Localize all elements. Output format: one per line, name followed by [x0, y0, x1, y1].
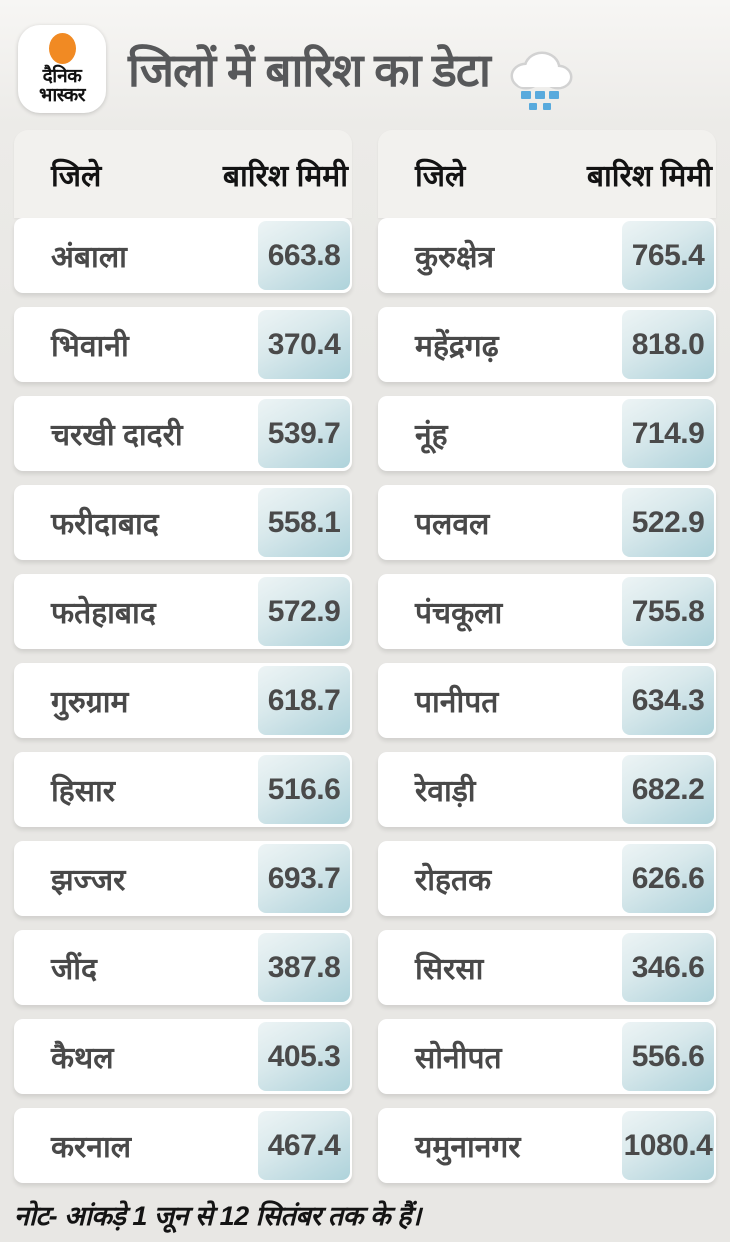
table-row: सिरसा 346.6	[378, 930, 716, 1005]
district-name: फतेहाबाद	[51, 597, 156, 630]
table-row: गुरुग्राम 618.7	[14, 663, 352, 738]
page-title: जिलों में बारिश का डेटा	[128, 44, 491, 96]
rainfall-value: 1080.4	[622, 1111, 714, 1180]
rainfall-value: 714.9	[622, 399, 714, 468]
table-row: महेंद्रगढ़ 818.0	[378, 307, 716, 382]
table-row: जींद 387.8	[14, 930, 352, 1005]
rainfall-value: 556.6	[622, 1022, 714, 1091]
district-name: रोहतक	[415, 864, 492, 897]
district-name: रेवाड़ी	[415, 775, 476, 808]
rain-cloud-icon	[510, 51, 573, 110]
district-name: पंचकूला	[415, 597, 503, 630]
district-name: फरीदाबाद	[51, 508, 159, 541]
district-name: कुरुक्षेत्र	[415, 241, 495, 274]
column-header-rainfall: बारिश मिमी	[586, 159, 712, 193]
logo-text: दैनिक भास्कर	[38, 65, 86, 106]
rainfall-value: 755.8	[622, 577, 714, 646]
table-row: पंचकूला 755.8	[378, 574, 716, 649]
district-name: चरखी दादरी	[51, 419, 183, 452]
table-row: सोनीपत 556.6	[378, 1019, 716, 1094]
table-row: फरीदाबाद 558.1	[14, 485, 352, 560]
rain-tables: जिले बारिश मिमी अंबाला 663.8 भिवानी 370.…	[0, 122, 730, 1183]
table-row: अंबाला 663.8	[14, 218, 352, 293]
rainfall-value: 467.4	[258, 1111, 350, 1180]
table-rows: कुरुक्षेत्र 765.4 महेंद्रगढ़ 818.0 नूंह …	[378, 218, 716, 1183]
table-row: रोहतक 626.6	[378, 841, 716, 916]
table-header: जिले बारिश मिमी	[378, 130, 716, 218]
table-row: यमुनानगर 1080.4	[378, 1108, 716, 1183]
rainfall-value: 558.1	[258, 488, 350, 557]
rainfall-value: 818.0	[622, 310, 714, 379]
district-name: नूंह	[415, 419, 448, 452]
district-name: हिसार	[51, 775, 116, 808]
rainfall-value: 516.6	[258, 755, 350, 824]
rainfall-value: 346.6	[622, 933, 714, 1002]
district-name: गुरुग्राम	[51, 686, 129, 719]
district-name: कैथल	[51, 1042, 114, 1075]
table-row: झज्जर 693.7	[14, 841, 352, 916]
rain-table-left: जिले बारिश मिमी अंबाला 663.8 भिवानी 370.…	[14, 130, 352, 1183]
table-header: जिले बारिश मिमी	[14, 130, 352, 218]
rainfall-value: 663.8	[258, 221, 350, 290]
table-row: कैथल 405.3	[14, 1019, 352, 1094]
table-row: पानीपत 634.3	[378, 663, 716, 738]
column-header-district: जिले	[51, 159, 102, 193]
rainfall-value: 522.9	[622, 488, 714, 557]
district-name: अंबाला	[51, 241, 127, 274]
district-name: झज्जर	[51, 864, 126, 897]
logo-text-line1: दैनिक	[42, 65, 82, 87]
rainfall-value: 634.3	[622, 666, 714, 735]
rainfall-value: 682.2	[622, 755, 714, 824]
district-name: जींद	[51, 953, 97, 986]
logo-text-line2: भास्कर	[38, 85, 86, 106]
rainfall-value: 387.8	[258, 933, 350, 1002]
logo-sun-icon	[48, 32, 76, 64]
rainfall-value: 618.7	[258, 666, 350, 735]
district-name: पलवल	[415, 508, 490, 541]
rainfall-value: 370.4	[258, 310, 350, 379]
district-name: पानीपत	[415, 686, 499, 719]
table-row: करनाल 467.4	[14, 1108, 352, 1183]
district-name: सोनीपत	[415, 1042, 502, 1075]
rainfall-value: 405.3	[258, 1022, 350, 1091]
rain-table-right: जिले बारिश मिमी कुरुक्षेत्र 765.4 महेंद्…	[378, 130, 716, 1183]
table-row: नूंह 714.9	[378, 396, 716, 471]
rainfall-value: 539.7	[258, 399, 350, 468]
table-rows: अंबाला 663.8 भिवानी 370.4 चरखी दादरी 539…	[14, 218, 352, 1183]
column-header-district: जिले	[415, 159, 466, 193]
table-row: चरखी दादरी 539.7	[14, 396, 352, 471]
rainfall-value: 693.7	[258, 844, 350, 913]
table-row: रेवाड़ी 682.2	[378, 752, 716, 827]
district-name: भिवानी	[51, 330, 129, 363]
rainfall-value: 626.6	[622, 844, 714, 913]
district-name: सिरसा	[415, 953, 484, 986]
table-row: कुरुक्षेत्र 765.4	[378, 218, 716, 293]
table-row: हिसार 516.6	[14, 752, 352, 827]
header: दैनिक भास्कर जिलों में बारिश का डेटा	[0, 0, 730, 122]
table-row: भिवानी 370.4	[14, 307, 352, 382]
rainfall-value: 572.9	[258, 577, 350, 646]
rainfall-value: 765.4	[622, 221, 714, 290]
dainik-bhaskar-logo: दैनिक भास्कर	[18, 25, 106, 113]
district-name: महेंद्रगढ़	[415, 330, 499, 363]
table-row: फतेहाबाद 572.9	[14, 574, 352, 649]
column-header-rainfall: बारिश मिमी	[222, 159, 348, 193]
footnote: नोट- आंकड़े 1 जून से 12 सितंबर तक के हैं…	[14, 1201, 421, 1231]
district-name: यमुनानगर	[415, 1131, 521, 1164]
district-name: करनाल	[51, 1131, 132, 1164]
table-row: पलवल 522.9	[378, 485, 716, 560]
